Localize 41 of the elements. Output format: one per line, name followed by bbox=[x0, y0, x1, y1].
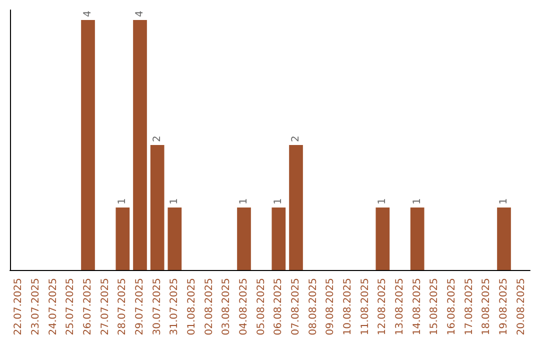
x-tick-label: 31.07.2025 bbox=[169, 278, 180, 336]
x-tick-label: 20.08.2025 bbox=[516, 278, 527, 336]
x-tick-label: 16.08.2025 bbox=[446, 278, 458, 336]
data-label: 1 bbox=[412, 198, 423, 204]
x-tick-label: 24.07.2025 bbox=[48, 278, 59, 336]
x-tick-label: 12.08.2025 bbox=[377, 278, 388, 336]
x-tick-label: 29.07.2025 bbox=[134, 278, 146, 336]
data-label: 1 bbox=[169, 198, 180, 204]
x-tick-label: 07.08.2025 bbox=[290, 278, 302, 336]
x-tick-label: 06.08.2025 bbox=[273, 278, 284, 336]
data-label: 4 bbox=[82, 10, 94, 17]
x-tick-label: 05.08.2025 bbox=[256, 278, 267, 336]
data-label: 1 bbox=[498, 198, 510, 204]
x-tick-label: 18.08.2025 bbox=[481, 278, 492, 336]
x-tick-label: 13.08.2025 bbox=[394, 278, 406, 336]
data-label: 1 bbox=[238, 198, 250, 204]
x-tick-label: 28.07.2025 bbox=[117, 278, 128, 336]
x-tick-label: 02.08.2025 bbox=[204, 278, 215, 336]
x-tick-label: 15.08.2025 bbox=[429, 278, 440, 336]
x-tick-label: 27.07.2025 bbox=[100, 278, 111, 336]
x-tick-label: 10.08.2025 bbox=[342, 278, 354, 336]
data-label: 4 bbox=[134, 10, 146, 17]
x-tick-label: 19.08.2025 bbox=[498, 278, 510, 336]
x-tick-label: 23.07.2025 bbox=[30, 278, 42, 336]
x-tick-label: 17.08.2025 bbox=[464, 278, 475, 336]
data-label: 1 bbox=[117, 198, 128, 204]
data-label: 2 bbox=[152, 136, 163, 142]
x-tick-label: 25.07.2025 bbox=[65, 278, 76, 336]
x-tick-label: 09.08.2025 bbox=[325, 278, 336, 336]
x-tick-label: 22.07.2025 bbox=[13, 278, 24, 336]
x-tick-label: 04.08.2025 bbox=[238, 278, 250, 336]
x-tick-label: 03.08.2025 bbox=[221, 278, 232, 336]
x-tick-label: 11.08.2025 bbox=[360, 278, 371, 336]
data-label: 1 bbox=[377, 198, 388, 204]
x-tick-label: 14.08.2025 bbox=[412, 278, 423, 336]
data-label: 1 bbox=[273, 198, 284, 204]
x-tick-label: 26.07.2025 bbox=[82, 278, 94, 336]
x-tick-label: 01.08.2025 bbox=[186, 278, 198, 336]
x-tick-label: 08.08.2025 bbox=[308, 278, 319, 336]
x-tick-label: 30.07.2025 bbox=[152, 278, 163, 336]
data-label: 2 bbox=[290, 136, 302, 142]
